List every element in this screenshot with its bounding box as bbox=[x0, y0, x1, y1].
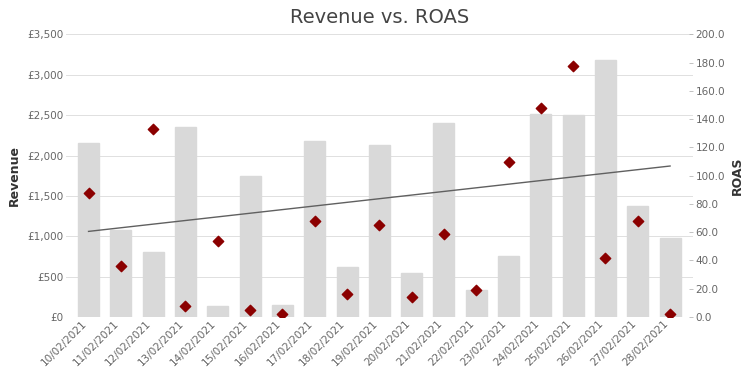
Point bbox=[115, 263, 127, 269]
Point bbox=[308, 218, 320, 224]
Bar bbox=[208, 306, 229, 317]
Point bbox=[502, 159, 514, 165]
Bar bbox=[627, 206, 648, 317]
Point bbox=[405, 294, 417, 300]
Point bbox=[212, 238, 224, 244]
Bar bbox=[240, 176, 261, 317]
Bar bbox=[78, 143, 99, 317]
Bar bbox=[433, 123, 454, 317]
Y-axis label: ROAS: ROAS bbox=[731, 156, 744, 195]
Point bbox=[341, 291, 353, 297]
Point bbox=[147, 126, 159, 132]
Bar bbox=[111, 230, 132, 317]
Point bbox=[438, 230, 450, 237]
Bar bbox=[530, 114, 551, 317]
Point bbox=[373, 222, 385, 228]
Point bbox=[535, 105, 547, 111]
Title: Revenue vs. ROAS: Revenue vs. ROAS bbox=[290, 8, 469, 27]
Bar bbox=[272, 305, 293, 317]
Point bbox=[180, 303, 192, 309]
Point bbox=[599, 255, 611, 261]
Point bbox=[567, 62, 579, 68]
Bar bbox=[595, 60, 616, 317]
Y-axis label: Revenue: Revenue bbox=[8, 145, 21, 206]
Bar bbox=[498, 256, 519, 317]
Bar bbox=[562, 115, 584, 317]
Bar bbox=[305, 141, 325, 317]
Bar bbox=[143, 252, 164, 317]
Bar bbox=[368, 145, 390, 317]
Point bbox=[664, 311, 676, 317]
Bar bbox=[401, 273, 422, 317]
Point bbox=[83, 190, 95, 196]
Point bbox=[470, 287, 482, 293]
Bar bbox=[465, 290, 487, 317]
Point bbox=[632, 218, 644, 224]
Point bbox=[244, 307, 256, 313]
Bar bbox=[660, 238, 681, 317]
Point bbox=[277, 311, 289, 317]
Bar bbox=[175, 127, 196, 317]
Bar bbox=[336, 267, 357, 317]
